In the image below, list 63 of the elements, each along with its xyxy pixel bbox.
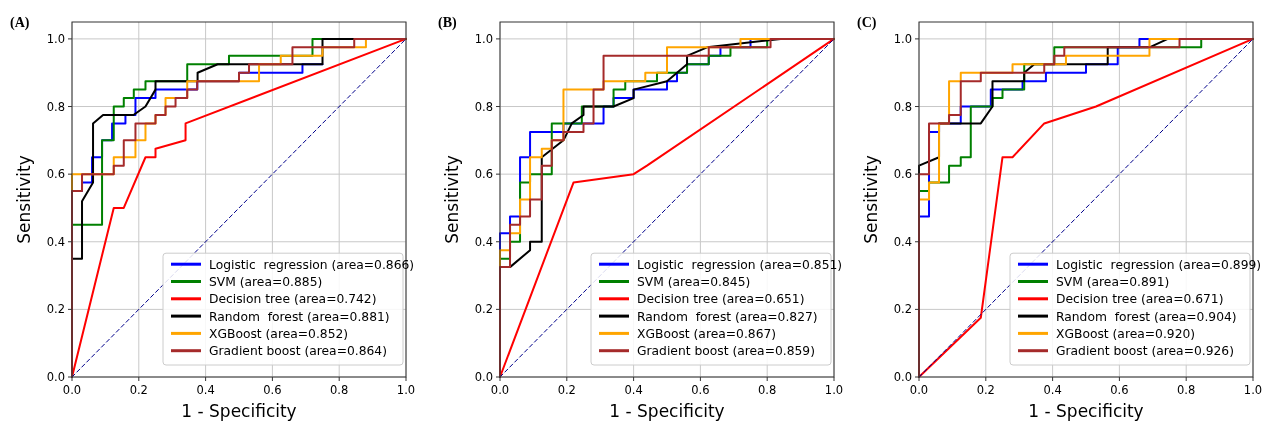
x-tick-label: 0.8 (330, 383, 349, 397)
x-tick-label: 0.4 (624, 383, 643, 397)
y-tick-label: 0.2 (893, 302, 912, 317)
x-tick-label: 0.0 (62, 383, 82, 397)
y-tick-label: 0.8 (893, 99, 912, 114)
y-tick-label: 0.6 (474, 167, 493, 182)
y-tick-label: 1.0 (474, 31, 493, 46)
chart-title: (C) (857, 15, 877, 31)
x-tick-label: 0.8 (1177, 383, 1196, 397)
y-tick-label: 0.8 (46, 99, 65, 114)
legend-label: Logistic regression (area=0.899) (1056, 257, 1262, 272)
y-tick-label: 0.0 (474, 370, 493, 384)
y-axis-title: Sensitivity (861, 155, 881, 244)
y-tick-label: 0.2 (46, 302, 65, 317)
legend-label: XGBoost (area=0.867) (637, 326, 777, 341)
y-tick-label: 1.0 (893, 31, 912, 46)
legend-label: Random forest (area=0.827) (637, 309, 818, 324)
y-tick-label: 0.6 (893, 167, 912, 182)
x-tick-label: 0.2 (976, 383, 995, 397)
legend-label: SVM (area=0.845) (637, 275, 751, 289)
legend-label: XGBoost (area=0.920) (1056, 326, 1196, 341)
x-tick-label: 1.0 (1243, 383, 1263, 397)
x-tick-label: 0.8 (758, 383, 777, 397)
legend-label: Random forest (area=0.881) (209, 309, 390, 324)
x-axis-title: 1 - Specificity (1028, 401, 1144, 421)
x-tick-label: 1.0 (824, 383, 844, 397)
legend-label: Decision tree (area=0.742) (209, 292, 377, 307)
legend-label: Decision tree (area=0.651) (637, 292, 805, 307)
legend-label: Random forest (area=0.904) (1056, 309, 1237, 324)
y-tick-label: 0.0 (46, 370, 65, 384)
y-tick-label: 0.8 (474, 99, 493, 114)
legend-label: SVM (area=0.885) (209, 275, 323, 289)
legend-label: Decision tree (area=0.671) (1056, 292, 1224, 307)
x-tick-label: 0.6 (691, 383, 710, 397)
x-tick-label: 0.6 (1110, 383, 1129, 397)
x-tick-label: 0.6 (263, 383, 282, 397)
x-tick-label: 0.0 (909, 383, 929, 397)
y-axis-title: Sensitivity (442, 155, 462, 244)
legend-label: Gradient boost (area=0.864) (209, 344, 387, 359)
y-tick-label: 0.2 (474, 302, 493, 317)
x-tick-label: 0.4 (1043, 383, 1062, 397)
x-tick-label: 0.4 (196, 383, 215, 397)
x-tick-label: 0.2 (129, 383, 148, 397)
y-tick-label: 0.4 (46, 234, 65, 249)
x-tick-label: 0.0 (490, 383, 510, 397)
legend-label: Gradient boost (area=0.926) (1056, 344, 1234, 359)
legend-label: SVM (area=0.891) (1056, 275, 1170, 289)
x-tick-label: 0.2 (557, 383, 576, 397)
y-tick-label: 0.4 (893, 234, 912, 249)
chart-title: (A) (10, 15, 30, 31)
legend-label: Logistic regression (area=0.866) (209, 257, 415, 272)
x-axis-title: 1 - Specificity (609, 401, 725, 421)
y-tick-label: 0.0 (893, 370, 912, 384)
y-axis-title: Sensitivity (14, 155, 34, 244)
x-tick-label: 1.0 (396, 383, 416, 397)
y-tick-label: 0.6 (46, 167, 65, 182)
y-tick-label: 1.0 (46, 31, 65, 46)
legend-label: Logistic regression (area=0.851) (637, 257, 843, 272)
legend-label: Gradient boost (area=0.859) (637, 344, 815, 359)
y-tick-label: 0.4 (474, 234, 493, 249)
chart-title: (B) (438, 15, 457, 31)
x-axis-title: 1 - Specificity (181, 401, 297, 421)
legend-label: XGBoost (area=0.852) (209, 326, 349, 341)
